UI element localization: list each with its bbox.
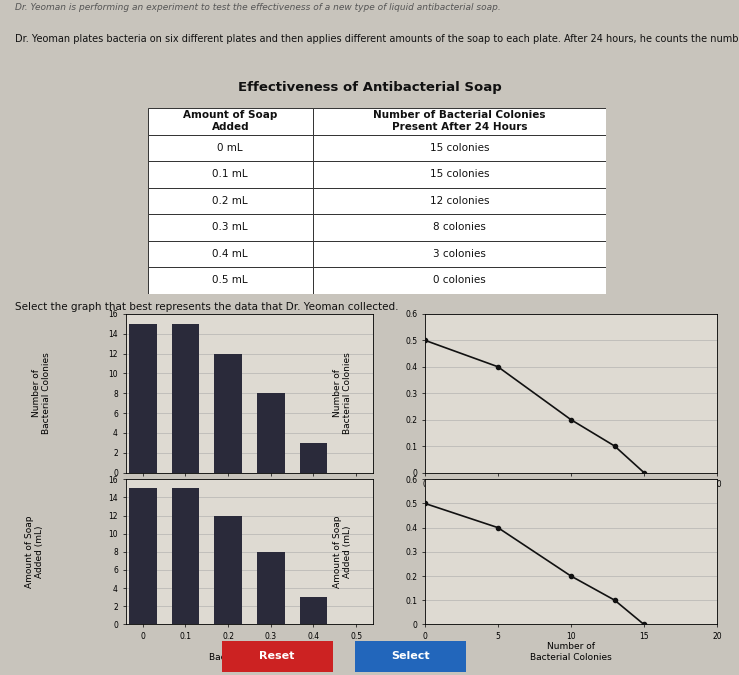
Text: Select: Select bbox=[391, 651, 429, 662]
Text: 15 colonies: 15 colonies bbox=[429, 143, 489, 153]
Bar bbox=[257, 552, 285, 624]
Bar bbox=[129, 488, 157, 624]
Text: Effectiveness of Antibacterial Soap: Effectiveness of Antibacterial Soap bbox=[238, 81, 501, 95]
FancyBboxPatch shape bbox=[313, 161, 606, 188]
Text: Reset: Reset bbox=[259, 651, 295, 662]
FancyBboxPatch shape bbox=[313, 134, 606, 161]
Text: Amount of Soap
Added: Amount of Soap Added bbox=[183, 111, 277, 132]
X-axis label: Number of
Bacterial Colonies: Number of Bacterial Colonies bbox=[530, 643, 612, 662]
Bar bbox=[299, 597, 327, 624]
X-axis label: Amount of Soap
Added (mL): Amount of Soap Added (mL) bbox=[213, 491, 286, 510]
Text: 0 colonies: 0 colonies bbox=[433, 275, 486, 286]
Bar bbox=[171, 488, 200, 624]
FancyBboxPatch shape bbox=[313, 267, 606, 294]
Text: 8 colonies: 8 colonies bbox=[433, 222, 486, 232]
Text: 0.4 mL: 0.4 mL bbox=[212, 249, 248, 259]
FancyBboxPatch shape bbox=[148, 108, 313, 134]
Text: 0 mL: 0 mL bbox=[217, 143, 243, 153]
Text: 12 colonies: 12 colonies bbox=[429, 196, 489, 206]
Bar bbox=[171, 324, 200, 472]
Bar bbox=[299, 443, 327, 472]
X-axis label: Amount of Soap
Added (mL): Amount of Soap Added (mL) bbox=[534, 491, 607, 510]
Text: Dr. Yeoman plates bacteria on six different plates and then applies different am: Dr. Yeoman plates bacteria on six differ… bbox=[15, 34, 739, 44]
Text: Number of Bacterial Colonies
Present After 24 Hours: Number of Bacterial Colonies Present Aft… bbox=[373, 111, 545, 132]
Text: 0.5 mL: 0.5 mL bbox=[212, 275, 248, 286]
Bar bbox=[214, 516, 242, 624]
Text: 0.2 mL: 0.2 mL bbox=[212, 196, 248, 206]
Text: 15 colonies: 15 colonies bbox=[429, 169, 489, 180]
FancyBboxPatch shape bbox=[313, 214, 606, 240]
Bar bbox=[257, 393, 285, 472]
Text: Dr. Yeoman is performing an experiment to test the effectiveness of a new type o: Dr. Yeoman is performing an experiment t… bbox=[15, 3, 500, 12]
Text: 0.3 mL: 0.3 mL bbox=[212, 222, 248, 232]
Text: Select the graph that best represents the data that Dr. Yeoman collected.: Select the graph that best represents th… bbox=[15, 302, 398, 312]
FancyBboxPatch shape bbox=[148, 188, 313, 214]
X-axis label: Number of
Bacterial Colonies: Number of Bacterial Colonies bbox=[208, 643, 290, 662]
FancyBboxPatch shape bbox=[148, 161, 313, 188]
FancyBboxPatch shape bbox=[148, 267, 313, 294]
Text: 0.1 mL: 0.1 mL bbox=[212, 169, 248, 180]
Text: 3 colonies: 3 colonies bbox=[433, 249, 486, 259]
Y-axis label: Amount of Soap
Added (mL): Amount of Soap Added (mL) bbox=[24, 516, 44, 588]
Y-axis label: Amount of Soap
Added (mL): Amount of Soap Added (mL) bbox=[333, 516, 352, 588]
FancyBboxPatch shape bbox=[313, 188, 606, 214]
Y-axis label: Number of
Bacterial Colonies: Number of Bacterial Colonies bbox=[333, 352, 352, 434]
FancyBboxPatch shape bbox=[313, 108, 606, 134]
FancyBboxPatch shape bbox=[313, 240, 606, 267]
FancyBboxPatch shape bbox=[217, 640, 338, 673]
Bar bbox=[129, 324, 157, 472]
FancyBboxPatch shape bbox=[148, 240, 313, 267]
Bar bbox=[214, 354, 242, 472]
FancyBboxPatch shape bbox=[148, 134, 313, 161]
FancyBboxPatch shape bbox=[349, 640, 471, 673]
FancyBboxPatch shape bbox=[148, 214, 313, 240]
Y-axis label: Number of
Bacterial Colonies: Number of Bacterial Colonies bbox=[32, 352, 52, 434]
